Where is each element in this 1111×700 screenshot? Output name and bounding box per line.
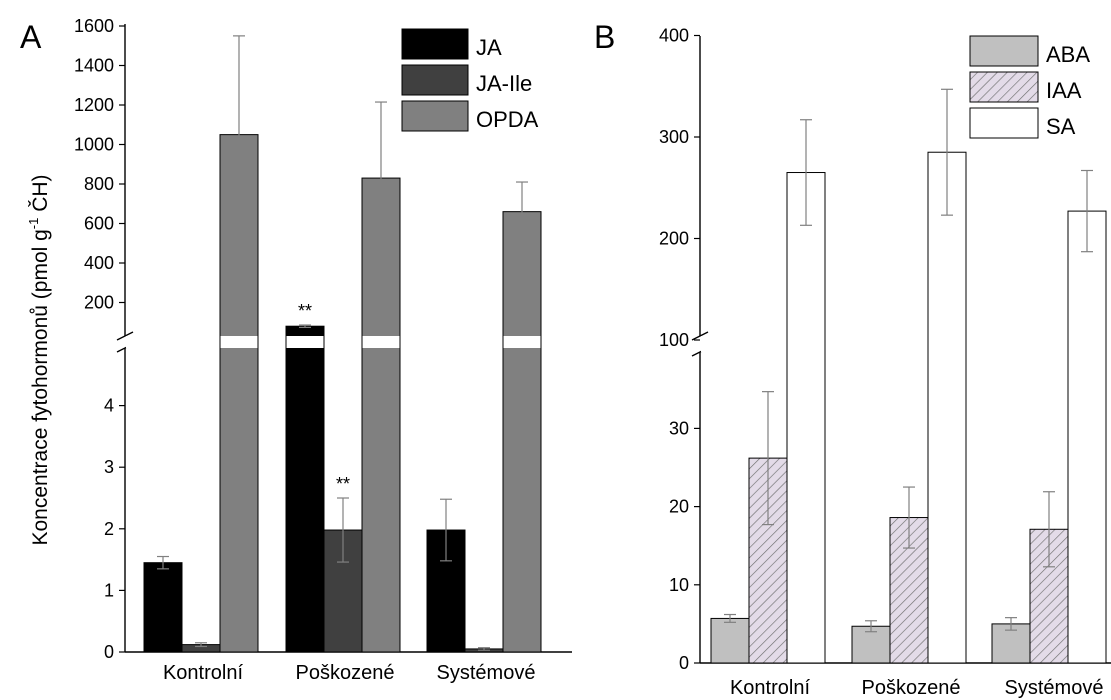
x-tick-label: Poškozené <box>296 662 395 684</box>
axis-break-mark <box>691 331 709 341</box>
y-tick-label: 0 <box>104 642 114 662</box>
y-tick-label: 0 <box>679 653 689 673</box>
panel-b-label: B <box>594 19 615 55</box>
legend-swatch-ja <box>401 28 469 60</box>
y-tick-label: 20 <box>669 497 689 517</box>
legend-swatch-sa <box>969 107 1039 139</box>
panel-a: A Koncentrace fytohormonů (pmol g-1 ČH) … <box>20 16 573 684</box>
legend-label: SA <box>1046 114 1076 139</box>
bar-ja <box>285 325 325 653</box>
x-tick-label: Systémové <box>1005 677 1104 699</box>
y-tick-label: 30 <box>669 418 689 438</box>
x-tick-label: Kontrolní <box>730 677 810 699</box>
panel-b-legend: ABA IAA SA <box>966 30 1111 146</box>
y-tick-label: 800 <box>84 174 114 194</box>
bar-sa <box>927 151 967 664</box>
y-tick-label: 1 <box>104 580 114 600</box>
bar-sa <box>1067 210 1107 664</box>
panel-a-label: A <box>20 19 42 55</box>
svg-text:Koncentrace fytohormonů (pmol: Koncentrace fytohormonů (pmol g-1 ČH) <box>26 174 52 545</box>
y-tick-label: 1600 <box>74 16 114 36</box>
legend-label: OPDA <box>476 107 539 132</box>
panel-a-legend: JA JA-Ile OPDA <box>398 23 570 139</box>
y-axis-label-main: Koncentrace fytohormonů (pmol g <box>29 229 52 545</box>
bar-sa <box>786 172 826 664</box>
y-tick-label: 3 <box>104 457 114 477</box>
bar-aba <box>710 617 750 664</box>
y-tick-label: 10 <box>669 575 689 595</box>
bar-ja <box>143 562 183 653</box>
y-tick-label: 1000 <box>74 135 114 155</box>
legend-label: IAA <box>1046 78 1082 103</box>
y-tick-label: 300 <box>659 127 689 147</box>
y-tick-label: 1400 <box>74 56 114 76</box>
axis-break-gap <box>126 336 573 348</box>
x-tick-label: Systémové <box>437 662 536 684</box>
y-tick-label: 200 <box>84 293 114 313</box>
y-tick-label: 600 <box>84 214 114 234</box>
y-tick-label: 1200 <box>74 95 114 115</box>
y-tick-label: 400 <box>659 26 689 46</box>
y-axis-label-end: ČH) <box>29 174 52 217</box>
bar-opda <box>502 211 542 653</box>
axis-break-gap <box>701 336 1111 352</box>
legend-label: ABA <box>1046 42 1090 67</box>
x-tick-label: Kontrolní <box>163 662 243 684</box>
y-tick-label: 2 <box>104 519 114 539</box>
y-tick-label: 400 <box>84 253 114 273</box>
panel-a-y-axis-label: Koncentrace fytohormonů (pmol g-1 ČH) <box>26 174 52 545</box>
bar-aba <box>851 625 891 664</box>
legend-swatch-ja-ile <box>401 64 469 96</box>
y-tick-label: 4 <box>104 396 114 416</box>
significance-mark: ** <box>298 301 312 321</box>
legend-label: JA-Ile <box>476 71 532 96</box>
panel-b: B 0 10 20 30 100 200 300 400 Kontrolní Poškozené S… <box>594 19 1111 699</box>
x-tick-label: Poškozené <box>862 677 961 699</box>
legend-swatch-iaa <box>969 71 1039 103</box>
y-tick-label: 100 <box>659 330 689 350</box>
y-axis-label-superscript: -1 <box>26 218 41 230</box>
legend-label: JA <box>476 35 502 60</box>
legend-swatch-opda <box>401 100 469 132</box>
significance-mark: ** <box>336 474 350 494</box>
bar-opda <box>361 177 401 653</box>
y-tick-label: 200 <box>659 229 689 249</box>
legend-swatch-aba <box>969 35 1039 67</box>
axis-break-mark <box>116 331 134 341</box>
